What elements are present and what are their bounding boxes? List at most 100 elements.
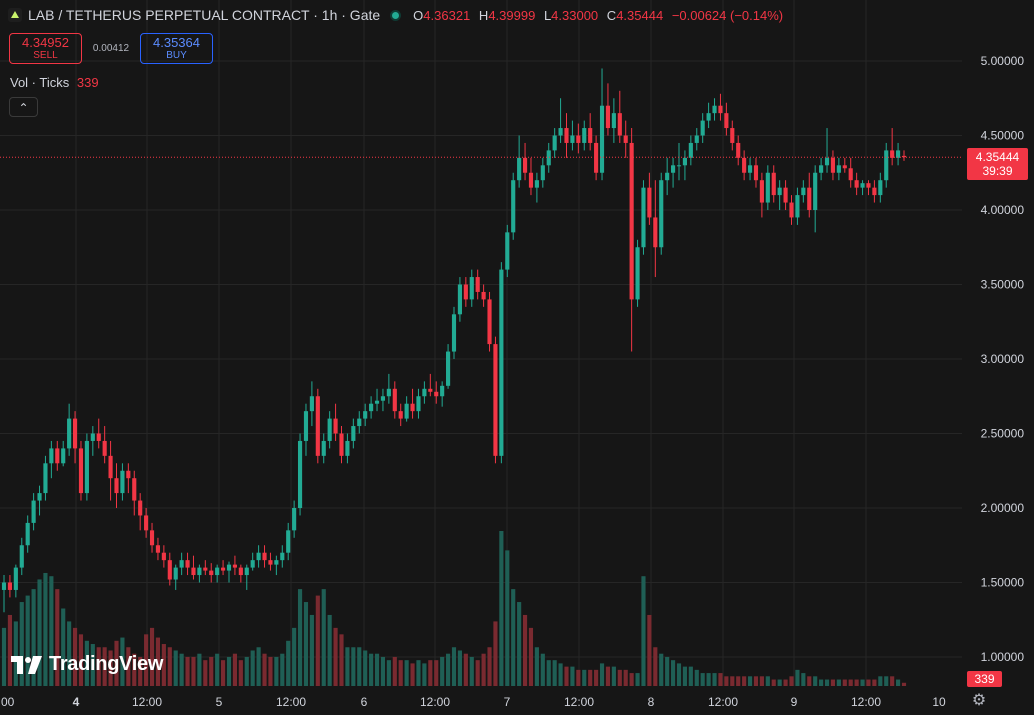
candle xyxy=(783,180,788,210)
volume-bar xyxy=(197,653,202,686)
candle-body xyxy=(742,157,747,173)
volume-bar xyxy=(493,621,498,686)
candle xyxy=(558,98,563,143)
candle xyxy=(185,552,190,576)
candle-body xyxy=(256,552,261,561)
candle-body xyxy=(132,478,137,501)
candle-body xyxy=(777,187,782,196)
candle-body xyxy=(428,388,433,392)
volume-bar xyxy=(813,676,818,686)
candle xyxy=(534,172,539,203)
watermark-text: TradingView xyxy=(49,653,164,675)
candle-body xyxy=(120,470,125,494)
volume-bar xyxy=(854,679,859,686)
volume-bar xyxy=(96,647,101,686)
candle xyxy=(155,537,161,561)
volume-bar xyxy=(363,650,368,686)
volume-bar xyxy=(256,647,261,686)
candle-body xyxy=(167,560,172,580)
candle-body xyxy=(771,172,776,196)
volume-bar xyxy=(475,660,480,686)
candle-body xyxy=(55,448,60,464)
volume-bar xyxy=(682,666,687,686)
candle xyxy=(428,373,433,397)
volume-bar xyxy=(410,663,415,686)
candle xyxy=(747,157,753,181)
candle xyxy=(848,157,853,188)
candle-body xyxy=(173,567,178,580)
candle xyxy=(315,388,320,464)
symbol-logo-icon xyxy=(8,8,22,22)
volume-bar xyxy=(789,676,794,686)
chevron-up-icon: ⌃ xyxy=(18,101,29,115)
volume-bar xyxy=(724,676,729,686)
candle xyxy=(19,537,24,576)
y-tick-label: 5.00000 xyxy=(981,54,1025,68)
candle xyxy=(890,128,895,166)
volume-bar xyxy=(742,676,747,686)
candle xyxy=(191,555,196,580)
candle xyxy=(807,172,812,218)
volume-bar xyxy=(25,595,30,686)
volume-bar xyxy=(1,627,7,686)
volume-bar xyxy=(43,572,48,686)
buy-button[interactable]: 4.35364 BUY xyxy=(140,33,213,64)
candle xyxy=(635,239,640,307)
sell-price: 4.34952 xyxy=(22,35,69,50)
candle xyxy=(901,150,907,161)
candle-body xyxy=(475,277,480,292)
candle-body xyxy=(37,493,42,501)
candle-body xyxy=(274,560,279,565)
candle xyxy=(49,440,54,479)
candle xyxy=(641,180,646,255)
buy-label: BUY xyxy=(166,50,187,61)
candle-body xyxy=(416,396,421,412)
volume-bar xyxy=(599,663,605,686)
candle-body xyxy=(309,396,314,412)
candle-body xyxy=(505,232,510,270)
candle xyxy=(594,135,599,181)
volume-bar xyxy=(333,627,338,686)
candle xyxy=(25,515,30,553)
candle xyxy=(676,142,682,181)
candle xyxy=(836,157,841,181)
candle-body xyxy=(446,351,451,386)
candle-body xyxy=(339,433,344,456)
candle-body xyxy=(333,418,338,434)
candle xyxy=(872,180,877,203)
volume-bar xyxy=(357,647,362,686)
candle xyxy=(268,552,273,571)
x-tick-label: 7 xyxy=(504,695,511,709)
volume-legend[interactable]: Vol · Ticks 339 xyxy=(10,75,99,90)
candle xyxy=(108,440,113,501)
candle-body xyxy=(280,552,285,561)
volume-bar xyxy=(167,647,172,686)
candle-body xyxy=(315,396,320,456)
volume-bar xyxy=(120,637,125,686)
volume-bar xyxy=(434,660,439,686)
candle-body xyxy=(244,567,249,576)
candle xyxy=(144,508,149,538)
candle-body xyxy=(292,508,297,531)
volume-bar xyxy=(665,656,670,686)
chart-settings-button[interactable]: ⚙ xyxy=(968,690,990,712)
tradingview-watermark[interactable]: TradingView xyxy=(11,653,163,676)
volume-bar xyxy=(884,676,889,686)
sell-button[interactable]: 4.34952 SELL xyxy=(9,33,82,64)
candle xyxy=(552,128,557,158)
volume-bar xyxy=(303,602,309,686)
candle xyxy=(203,560,208,576)
candle-body xyxy=(351,426,356,441)
y-tick-label: 1.00000 xyxy=(981,650,1025,664)
y-tick-label: 3.50000 xyxy=(981,278,1025,292)
collapse-legend-button[interactable]: ⌃ xyxy=(9,97,38,117)
symbol-title[interactable]: LAB / TETHERUS PERPETUAL CONTRACT · 1h ·… xyxy=(28,7,381,23)
chart-grid xyxy=(0,0,962,686)
candle-body xyxy=(570,135,575,143)
candle xyxy=(463,277,468,307)
volume-bar xyxy=(280,653,285,686)
volume-bar xyxy=(801,673,806,686)
volume-bar xyxy=(345,647,350,686)
volume-bar xyxy=(7,614,12,686)
